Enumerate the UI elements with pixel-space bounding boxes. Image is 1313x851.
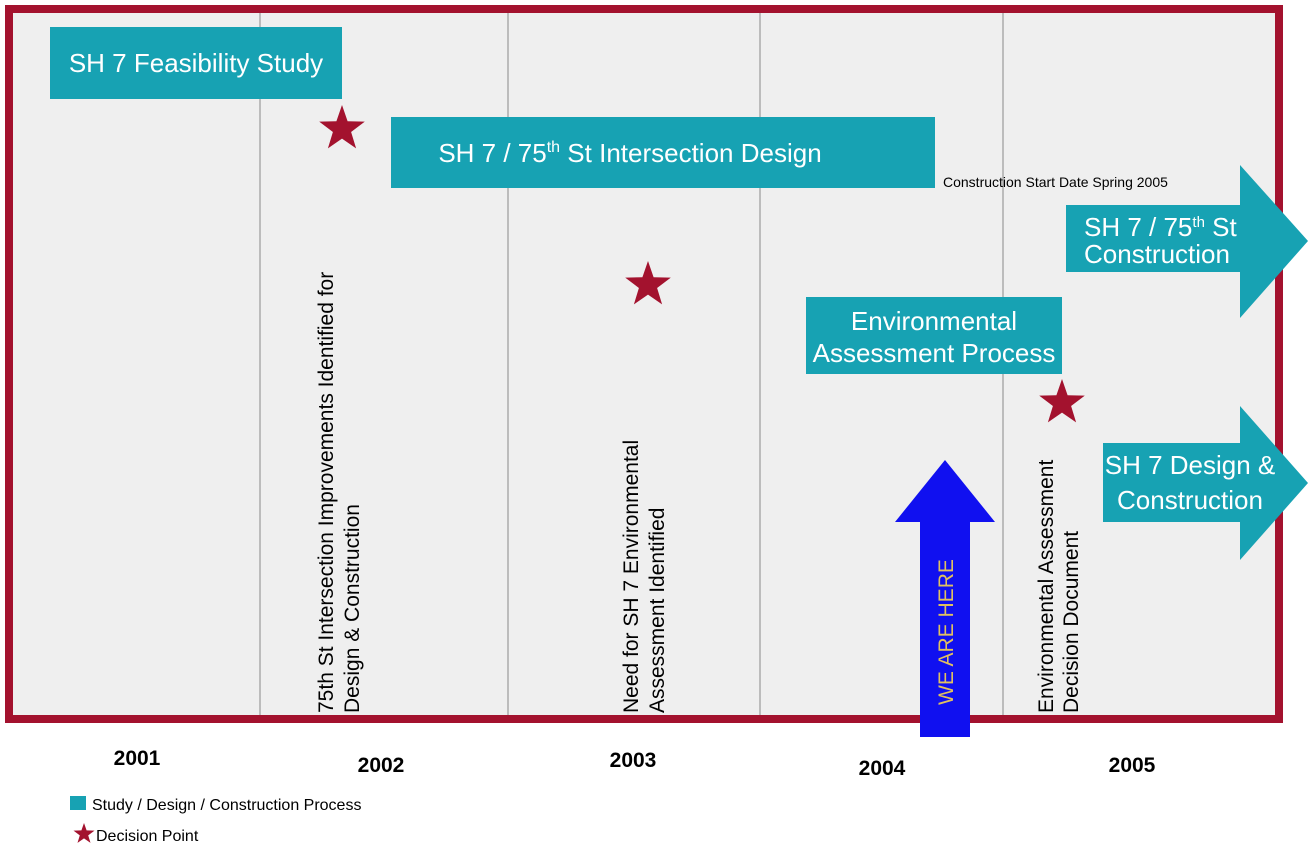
text-part: SH 7 / 75	[1084, 212, 1192, 242]
decision-star	[319, 105, 365, 149]
we-are-here-arrow	[895, 460, 995, 737]
process-bar	[50, 27, 342, 99]
year-label: 2003	[610, 749, 657, 772]
year-label: 2005	[1109, 754, 1156, 777]
decision-star	[1039, 379, 1085, 423]
legend-swatch	[70, 796, 86, 810]
year-label: 2001	[114, 747, 161, 770]
process-arrow	[1103, 406, 1308, 560]
arrow-label: Construction	[1084, 239, 1230, 269]
superscript: th	[1192, 214, 1205, 231]
arrow-label: SH 7 Design &	[1105, 450, 1276, 480]
process-bar	[391, 117, 935, 188]
legend-star	[73, 823, 95, 843]
legend-label: Decision Point	[96, 828, 199, 845]
decision-label: Decision Document	[1060, 531, 1083, 713]
decision-label: Assessment Identified	[646, 508, 669, 713]
text-part: SH 7 / 75	[438, 138, 546, 168]
decision-label: Need for SH 7 Environmental	[620, 440, 643, 713]
bar-label: Environmental	[851, 306, 1017, 336]
bar-label: SH 7 / 75th St Intersection Design	[438, 138, 821, 168]
text-part: St	[1205, 212, 1238, 242]
year-label: 2004	[859, 757, 906, 780]
decision-label: Design & Construction	[341, 504, 364, 713]
arrow-label: SH 7 / 75th St	[1084, 212, 1237, 242]
process-bar	[806, 297, 1062, 374]
decision-star	[625, 261, 671, 305]
superscript: th	[547, 139, 560, 156]
frame	[5, 5, 1283, 723]
legend-label: Study / Design / Construction Process	[92, 797, 361, 814]
bar-label: SH 7 Feasibility Study	[69, 48, 323, 78]
decision-label: Environmental Assessment	[1035, 460, 1058, 713]
decision-label: 75th St Intersection Improvements Identi…	[315, 272, 338, 713]
year-label: 2002	[358, 754, 405, 777]
note: Construction Start Date Spring 2005	[943, 174, 1168, 190]
bar-label: Assessment Process	[813, 338, 1056, 368]
we-are-here-label: WE ARE HERE	[935, 559, 958, 705]
arrow-label: Construction	[1117, 485, 1263, 515]
text-part: St Intersection Design	[560, 138, 822, 168]
process-arrow	[1066, 165, 1308, 318]
